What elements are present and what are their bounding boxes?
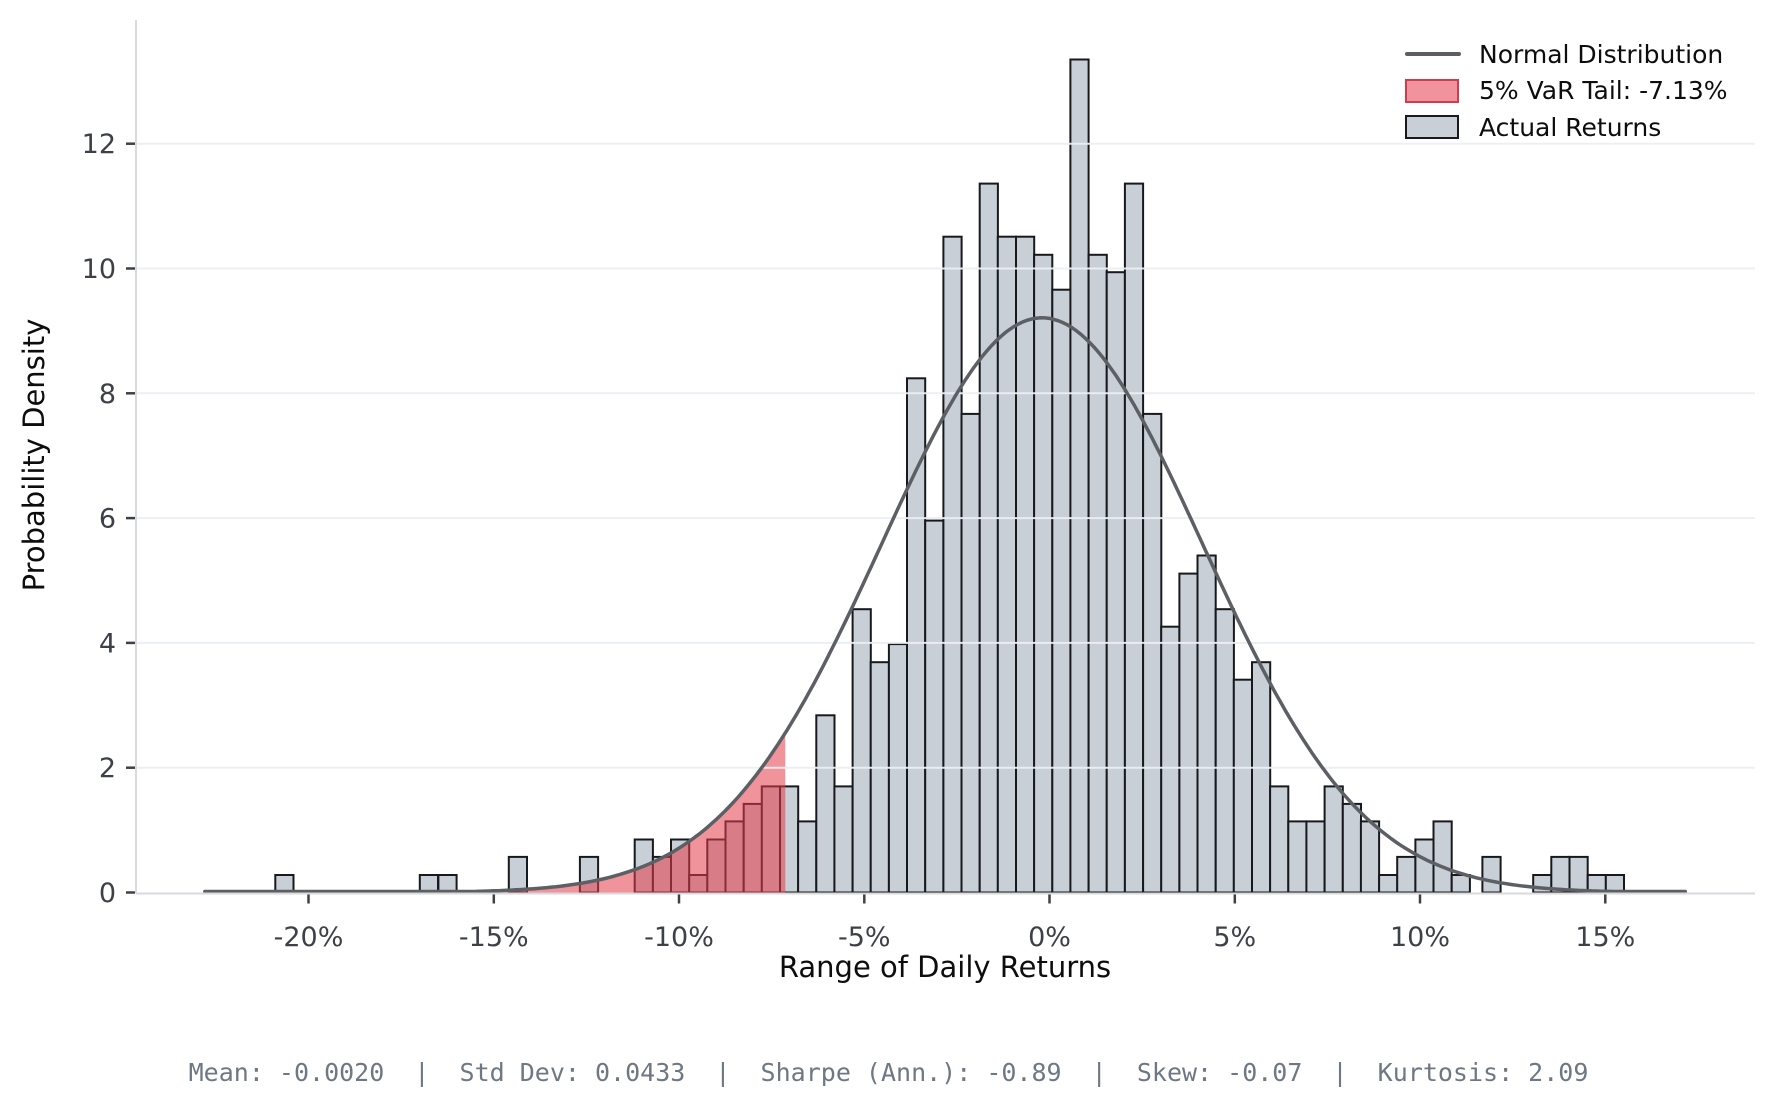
y-tick-label: 10	[82, 254, 116, 285]
histogram-bar	[1196, 554, 1217, 894]
legend-label: Normal Distribution	[1479, 39, 1724, 69]
legend-item-normal-distribution: Normal Distribution	[1405, 36, 1728, 73]
x-tick-label: 0%	[1028, 922, 1071, 953]
x-tick-label: -15%	[459, 922, 529, 953]
y-tick-label: 8	[99, 379, 116, 410]
var-tail-patch-swatch	[1405, 78, 1467, 103]
actual-returns-patch-swatch	[1405, 115, 1467, 140]
histogram-bar	[1341, 802, 1363, 894]
histogram-bar	[1142, 412, 1163, 894]
histogram-bar	[942, 235, 963, 894]
y-tick-label: 6	[99, 504, 116, 535]
y-axis-ticks: 0 2 4 6 8 10 12	[82, 129, 135, 909]
histogram-bar	[833, 785, 854, 894]
legend-label: 5% VaR Tail: -7.13%	[1479, 76, 1728, 106]
histogram-bar	[1214, 608, 1235, 894]
x-tick-label: 5%	[1213, 922, 1256, 953]
normal-distribution-line-swatch	[1405, 52, 1467, 57]
summary-stats-line: Mean: -0.0020 | Std Dev: 0.0433 | Sharpe…	[188, 1058, 1589, 1087]
histogram-bar	[1359, 820, 1381, 894]
legend-item-actual-returns: Actual Returns	[1405, 109, 1728, 146]
var-tail-area	[186, 732, 786, 893]
histogram-bar	[1323, 785, 1344, 894]
histogram-bar	[869, 661, 890, 894]
histogram-bar	[1251, 661, 1272, 894]
histogram-bar	[815, 714, 836, 894]
histogram-bar	[797, 820, 818, 894]
y-tick-label: 12	[82, 129, 116, 160]
x-tick-label: -20%	[274, 922, 344, 953]
gridlines	[136, 142, 1755, 769]
histogram-bar	[507, 855, 528, 894]
histogram-bar	[1568, 855, 1589, 894]
x-tick-label: 15%	[1575, 922, 1635, 953]
histogram-bar	[1432, 820, 1453, 894]
histogram-bar	[1269, 785, 1290, 894]
histogram-bar	[1033, 253, 1054, 894]
x-axis-label: Range of Daily Returns	[778, 950, 1112, 984]
histogram-bar	[1550, 855, 1571, 894]
y-tick-label: 0	[99, 878, 116, 909]
histogram-bar	[1232, 678, 1254, 894]
histogram-bar	[1396, 855, 1417, 894]
histogram-bar	[960, 412, 981, 894]
histogram-bar	[1015, 235, 1036, 894]
x-tick-label: -10%	[644, 922, 714, 953]
x-axis-ticks: -20% -15% -10% -5% 0% 5% 10% 15%	[274, 894, 1635, 953]
histogram-bar	[851, 608, 872, 894]
histogram-bar	[1450, 874, 1471, 894]
histogram-bar	[1123, 182, 1145, 894]
histogram-bar	[1414, 838, 1435, 894]
histogram-bar	[1378, 874, 1399, 894]
legend-label: Actual Returns	[1479, 112, 1662, 142]
y-tick-label: 2	[99, 753, 116, 784]
normal-curve	[203, 316, 1688, 894]
histogram-bar	[1287, 820, 1308, 894]
histogram-bar	[1481, 855, 1502, 894]
histogram-bar	[978, 182, 999, 894]
legend-item-var-tail: 5% VaR Tail: -7.13%	[1405, 73, 1728, 110]
histogram-bar	[1160, 625, 1181, 894]
y-axis-label: Probability Density	[17, 318, 51, 592]
x-tick-label: 10%	[1390, 922, 1450, 953]
histogram-bar	[1178, 572, 1199, 894]
histogram-bar	[924, 519, 945, 894]
y-tick-label: 4	[99, 628, 116, 659]
histogram-bar	[1051, 288, 1072, 894]
legend: Normal Distribution 5% VaR Tail: -7.13% …	[1405, 36, 1728, 146]
histogram-bar	[1305, 820, 1326, 894]
x-tick-label: -5%	[838, 922, 891, 953]
